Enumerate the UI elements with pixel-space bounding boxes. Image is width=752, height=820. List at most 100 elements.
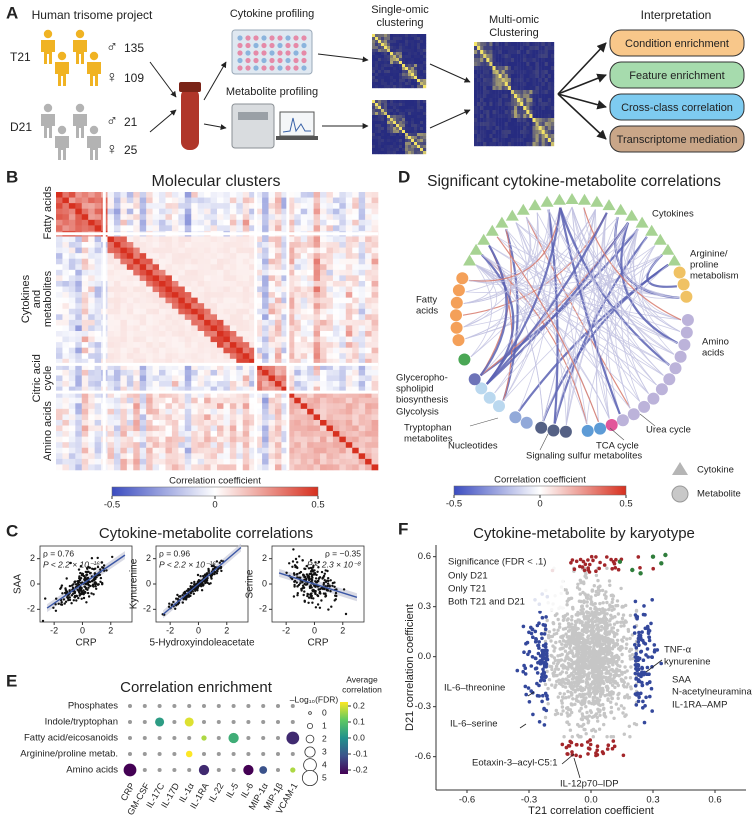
heatmap-cell (191, 342, 198, 348)
heatmap-cell (133, 286, 141, 293)
heatmap-cell (242, 453, 250, 460)
cluster-cell (378, 85, 382, 89)
cluster-cell (510, 42, 515, 47)
cluster-cell (498, 122, 502, 127)
cluster-cell (375, 58, 379, 62)
cluster-cell (492, 106, 496, 111)
cluster-cell (474, 86, 478, 91)
heatmap-cell (120, 442, 128, 449)
heatmap-cell (352, 275, 359, 282)
heatmap-cell (236, 269, 244, 276)
cluster-cell (372, 106, 376, 110)
cluster-cell (417, 73, 421, 77)
scatter-texture (100, 561, 103, 564)
cluster-cell (501, 118, 505, 123)
cluster-cell (387, 136, 391, 140)
heatmap-cell (307, 319, 314, 326)
cluster-cell (486, 126, 490, 131)
heatmap-cell (371, 431, 379, 437)
heatmap-cell (178, 375, 186, 382)
heatmap-cell (320, 258, 327, 265)
heatmap-cell (56, 408, 63, 415)
heatmap-cell (294, 425, 302, 432)
heatmap-cell (210, 436, 218, 443)
cluster-cell (372, 151, 376, 155)
heatmap-cell (88, 286, 95, 293)
heatmap-cell (204, 464, 211, 471)
cluster-cell (417, 127, 421, 131)
heatmap-cell (94, 364, 102, 371)
heatmap-cell (191, 447, 198, 454)
heatmap-cell (197, 303, 205, 310)
heatmap-cell (210, 219, 218, 226)
heatmap-cell (307, 375, 314, 382)
cluster-cell (492, 86, 496, 91)
correlation-edge (571, 206, 657, 386)
cluster-cell (408, 76, 412, 80)
heatmap-cell (262, 269, 269, 276)
heatmap-cell (320, 375, 327, 382)
heatmap-cell (197, 403, 205, 410)
group-label: Arginine/ (690, 249, 728, 260)
cluster-cell (486, 134, 490, 139)
cluster-cell (529, 110, 533, 115)
heatmap-cell (294, 253, 302, 260)
enrichment-dot (127, 703, 133, 709)
cluster-cell (495, 50, 499, 55)
heatmap-cell (287, 292, 295, 298)
heatmap-cell (352, 353, 359, 360)
heatmap-cell (358, 280, 366, 287)
heatmap-cell (300, 219, 308, 226)
heatmap-cell (126, 225, 134, 232)
cluster-cell (417, 109, 421, 113)
heatmap-cell (178, 336, 186, 343)
cluster-cell (501, 98, 505, 103)
cluster-cell (417, 106, 421, 110)
heatmap-cell (210, 386, 218, 393)
cluster-cell (393, 130, 397, 134)
cluster-cell (474, 126, 478, 131)
cluster-cell (514, 62, 518, 67)
cluster-cell (423, 67, 427, 71)
heatmap-cell (210, 397, 218, 404)
heatmap-cell (88, 375, 95, 382)
plate-well (237, 35, 243, 41)
plate-well (301, 50, 307, 56)
cluster-cell (523, 118, 527, 123)
heatmap-cell (287, 447, 295, 454)
heatmap-cell (165, 242, 173, 248)
male-count: 21 (124, 115, 138, 129)
heatmap-cell (287, 258, 295, 265)
metabolite-node (681, 314, 694, 326)
heatmap-cell (165, 353, 173, 360)
heatmap-cell (133, 219, 141, 226)
heatmap-cell (133, 358, 141, 365)
heatmap-cell (332, 369, 340, 376)
heatmap-cell (339, 286, 347, 293)
heatmap-cell (320, 331, 327, 337)
heatmap-cell (133, 431, 141, 437)
heatmap-cell (332, 203, 340, 209)
heatmap-cell (146, 197, 153, 204)
cluster-cell (538, 66, 542, 71)
heatmap-cell (365, 425, 372, 432)
heatmap-cell (242, 436, 250, 443)
heatmap-cell (197, 336, 205, 343)
heatmap-cell (133, 325, 141, 332)
cluster-cell (408, 73, 412, 77)
cluster-cell (420, 37, 424, 41)
enrichment-dot (127, 751, 133, 757)
heatmap-cell (56, 353, 63, 360)
cluster-cell (507, 118, 512, 123)
cluster-cell (550, 42, 555, 47)
scatter-texture (77, 590, 81, 594)
heatmap-cell (326, 258, 334, 265)
cluster-cell (523, 58, 527, 63)
regression-line (278, 572, 358, 598)
scatter-texture (317, 579, 320, 583)
cluster-cell (547, 122, 552, 127)
cluster-cell (498, 94, 502, 99)
heatmap-cell (313, 447, 321, 454)
cluster-cell (396, 61, 400, 65)
heatmap-cell (217, 369, 224, 376)
